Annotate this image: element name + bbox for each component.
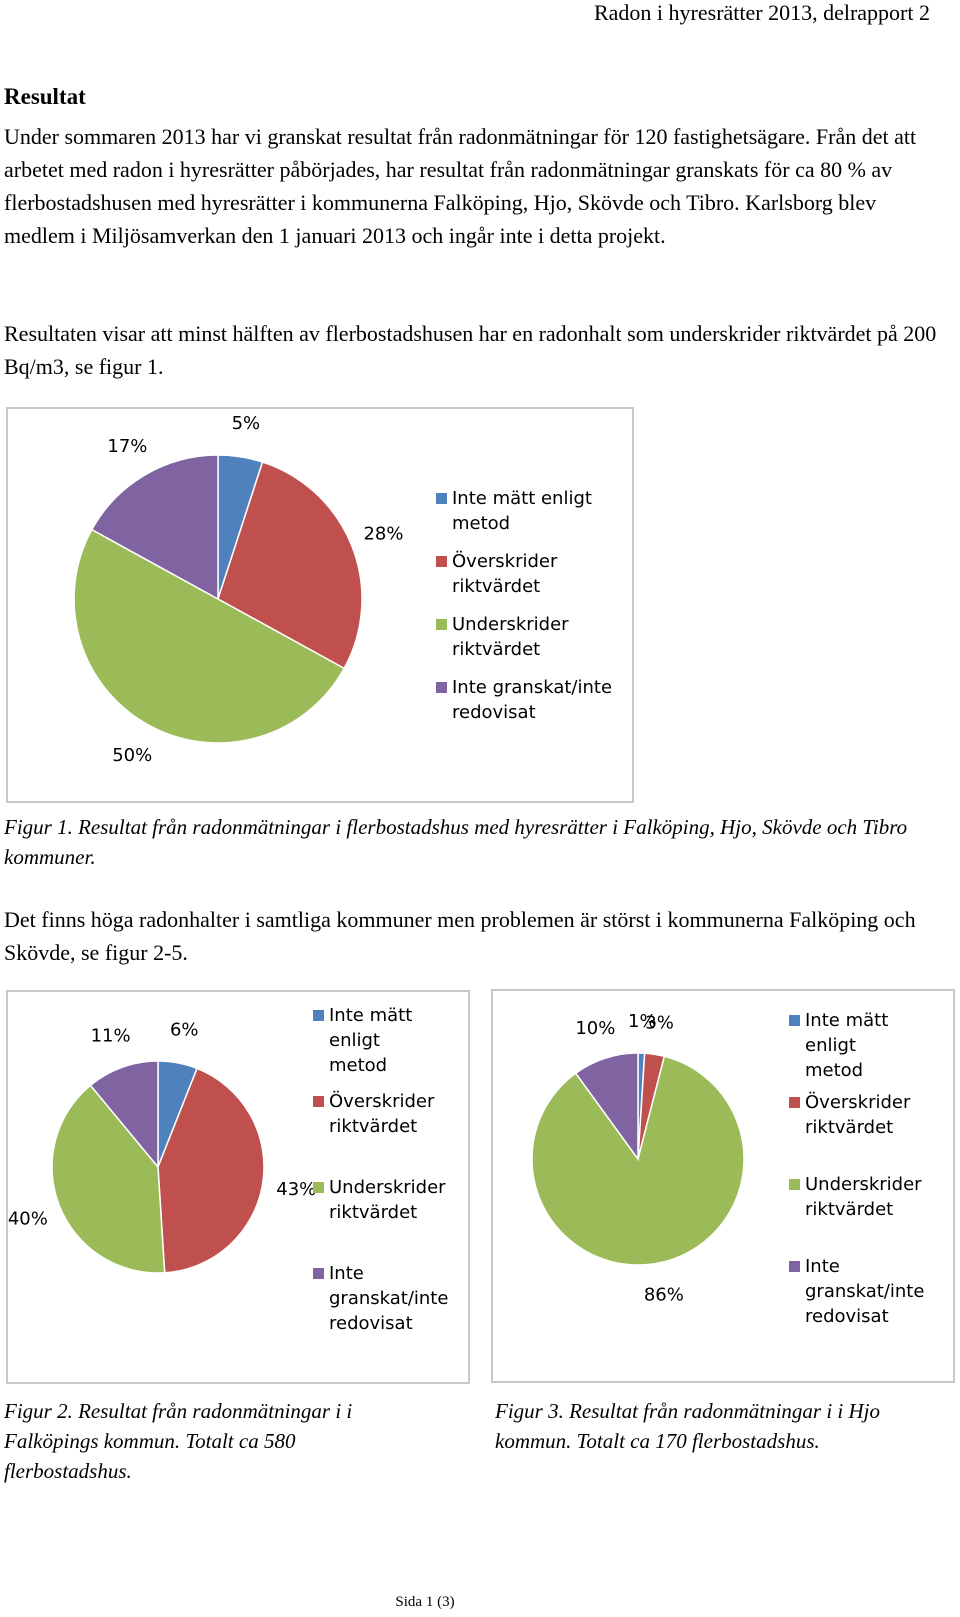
- page-number: Sida 1 (3): [395, 1594, 455, 1610]
- pie-data-label: 6%: [170, 1019, 199, 1040]
- legend-swatch: [436, 556, 447, 567]
- caption-figure-2: Figur 2. Resultat från radonmätningar i …: [4, 1399, 353, 1483]
- pie-data-label: 17%: [107, 436, 147, 457]
- pie-data-label: 11%: [91, 1025, 131, 1046]
- legend-label: Överskrider riktvärdet: [805, 1091, 911, 1138]
- pie-chart-all-municipalities: 5% 28% 50% 17% Inte mätt enligt metod Överskri…: [73, 413, 612, 766]
- pie-data-label: 40%: [8, 1209, 48, 1230]
- pie-slice: [574, 1052, 639, 1162]
- legend-label: Underskrider riktvärdet: [329, 1177, 446, 1223]
- pie-data-label: 50%: [112, 745, 152, 766]
- page-header-title: Radon i hyresrätter 2013, delrapport 2: [593, 0, 930, 25]
- legend-swatch: [789, 1015, 800, 1026]
- legend-label: Inte mätt enligt metod: [452, 488, 592, 534]
- legend-label: Inte granskat/inte redovisat: [329, 1263, 448, 1334]
- pie-data-label: 43%: [276, 1179, 316, 1200]
- legend-swatch: [789, 1261, 800, 1272]
- paragraph-intro: Under sommaren 2013 har vi granskat resu…: [4, 124, 917, 248]
- pie-slice: [157, 1067, 265, 1274]
- caption-figure-3: Figur 3. Resultat från radonmätningar i …: [495, 1399, 881, 1453]
- chart-3-frame: 1% 3% 86% 10% Inte mätt enligt metod Överskride…: [491, 989, 955, 1383]
- legend-label: Underskrider riktvärdet: [805, 1174, 922, 1220]
- chart-2-frame: 6% 43% 40% 11% Inte mätt enligt metod Överskrid…: [6, 990, 470, 1384]
- legend-label: Överskrider riktvärdet: [452, 550, 558, 597]
- pie-slice: [89, 1060, 159, 1170]
- paragraph-municipalities: Det finns höga radonhalter i samtliga ko…: [4, 907, 916, 965]
- pie-data-label: 1%: [628, 1011, 657, 1032]
- pie-slice: [90, 454, 219, 601]
- pie-slice: [73, 528, 346, 744]
- legend-swatch: [313, 1268, 324, 1279]
- caption-figure-1: Figur 1. Resultat från radonmätningar i …: [4, 815, 908, 869]
- chart-1-frame: 5% 28% 50% 17% Inte mätt enligt metod Överskri…: [6, 407, 634, 803]
- pie-data-label: 3%: [645, 1013, 674, 1034]
- section-heading: Resultat: [4, 84, 86, 109]
- legend-swatch: [789, 1097, 800, 1108]
- pie-data-label: 86%: [644, 1285, 684, 1306]
- legend-swatch: [436, 493, 447, 504]
- pie-chart-falkoping: 6% 43% 40% 11% Inte mätt enligt metod Överskrid…: [8, 1005, 448, 1334]
- legend-swatch: [313, 1010, 324, 1021]
- pie-data-label: 5%: [232, 413, 261, 434]
- pie-data-label: 28%: [363, 523, 403, 544]
- pie-data-label: 10%: [575, 1018, 615, 1039]
- legend-swatch: [313, 1096, 324, 1107]
- legend-swatch: [436, 619, 447, 630]
- pie-slice: [51, 1084, 166, 1274]
- legend-swatch: [789, 1179, 800, 1190]
- legend-label: Inte mätt enligt metod: [329, 1005, 412, 1076]
- pie-slice: [217, 461, 363, 670]
- legend-label: Inte mätt enligt metod: [805, 1010, 888, 1081]
- legend-label: Inte granskat/inte redovisat: [805, 1256, 924, 1327]
- legend-label: Överskrider riktvärdet: [329, 1090, 435, 1137]
- legend-label: Inte granskat/inte redovisat: [452, 677, 612, 723]
- legend-swatch: [313, 1182, 324, 1193]
- pie-chart-hjo: 1%3% 86% 10% Inte mätt enligt metod Överskride…: [531, 1010, 924, 1327]
- legend-swatch: [436, 682, 447, 693]
- legend-label: Underskrider riktvärdet: [452, 614, 569, 660]
- pie-slice: [531, 1055, 745, 1266]
- paragraph-results: Resultaten visar att minst hälften av fl…: [4, 321, 937, 379]
